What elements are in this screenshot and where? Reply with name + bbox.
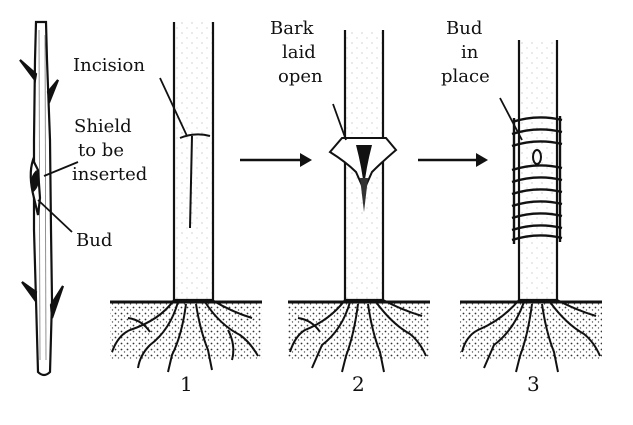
bud-in-place-label-line1: Bud xyxy=(446,18,483,39)
tree-trunk-2 xyxy=(328,30,398,302)
budwood-stick xyxy=(19,20,65,377)
binding-wrap xyxy=(511,116,563,244)
tree-trunk-1 xyxy=(172,22,215,302)
shield-label-line1: Shield xyxy=(74,116,132,137)
bud-in-place-label-line2: in xyxy=(461,42,479,63)
roots-2 xyxy=(288,299,430,373)
bud-in-place xyxy=(532,149,542,165)
incision-label: Incision xyxy=(73,55,145,76)
roots-1 xyxy=(110,299,262,373)
bark-label-line3: open xyxy=(278,66,323,87)
t-incision xyxy=(179,133,211,229)
tree-trunk-3 xyxy=(511,40,563,302)
leader-lines xyxy=(37,77,523,233)
step-number-2: 2 xyxy=(352,372,365,396)
bark-label-line1: Bark xyxy=(270,18,314,39)
step-number-1: 1 xyxy=(180,372,193,396)
bud-in-place-label-line3: place xyxy=(441,66,490,87)
step-number-3: 3 xyxy=(527,372,540,396)
shield-label-line3: inserted xyxy=(72,164,148,185)
arrow-right-icon-2 xyxy=(418,153,488,167)
bud-label: Bud xyxy=(76,230,113,251)
arrow-right-icon xyxy=(240,153,312,167)
bark-label-line2: laid xyxy=(282,42,316,63)
shield-label-line2: to be xyxy=(78,140,124,161)
roots-3 xyxy=(460,299,602,373)
